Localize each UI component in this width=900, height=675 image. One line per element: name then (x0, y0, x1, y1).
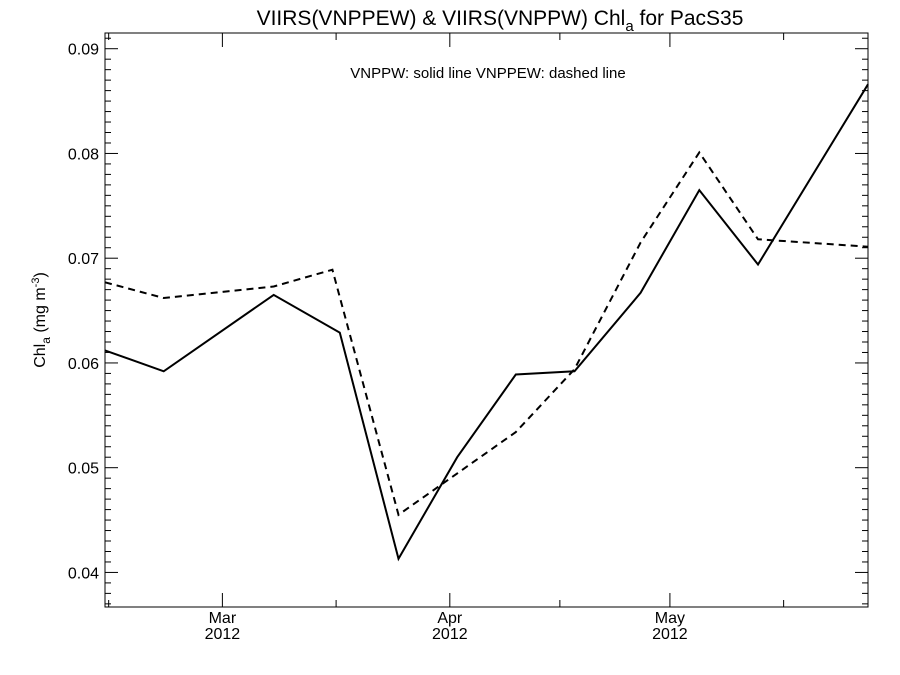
tick-labels: 0.040.050.060.070.080.09Mar2012Apr2012Ma… (68, 42, 688, 643)
y-axis-label: Chla (mg m-3) (30, 272, 53, 368)
y-tick-label: 0.04 (68, 565, 99, 582)
y-tick-label: 0.06 (68, 356, 99, 373)
ylabel-superscript: -3 (30, 278, 42, 288)
series-line-solid (104, 83, 869, 562)
legend-note: VNPPW: solid line VNPPEW: dashed line (350, 65, 625, 82)
axis-ticks (105, 33, 868, 607)
y-tick-label: 0.09 (68, 42, 99, 59)
x-tick-label-month: May (655, 610, 685, 627)
x-tick-label-year: 2012 (652, 626, 688, 643)
y-tick-label: 0.07 (68, 251, 99, 268)
x-tick-label-month: Apr (437, 610, 463, 627)
plot-frame (104, 32, 869, 608)
chart-title: VIIRS(VNPPEW) & VIIRS(VNPPW) Chla for Pa… (257, 7, 744, 35)
y-tick-label: 0.08 (68, 146, 99, 163)
title-suffix: for PacS35 (634, 7, 744, 30)
title-subscript: a (625, 18, 634, 35)
series-lines (104, 83, 869, 562)
ylabel-mid: (mg m (32, 287, 49, 337)
title-prefix: VIIRS(VNPPEW) & VIIRS(VNPPW) Chl (257, 7, 626, 30)
ylabel-subscript: a (39, 337, 53, 344)
x-tick-label-month: Mar (209, 610, 237, 627)
x-tick-label-year: 2012 (205, 626, 241, 643)
series-line-dashed (104, 150, 869, 517)
ylabel-end: ) (32, 272, 49, 277)
y-tick-label: 0.05 (68, 461, 99, 478)
ylabel-base: Chl (32, 344, 49, 368)
x-tick-label-year: 2012 (432, 626, 468, 643)
